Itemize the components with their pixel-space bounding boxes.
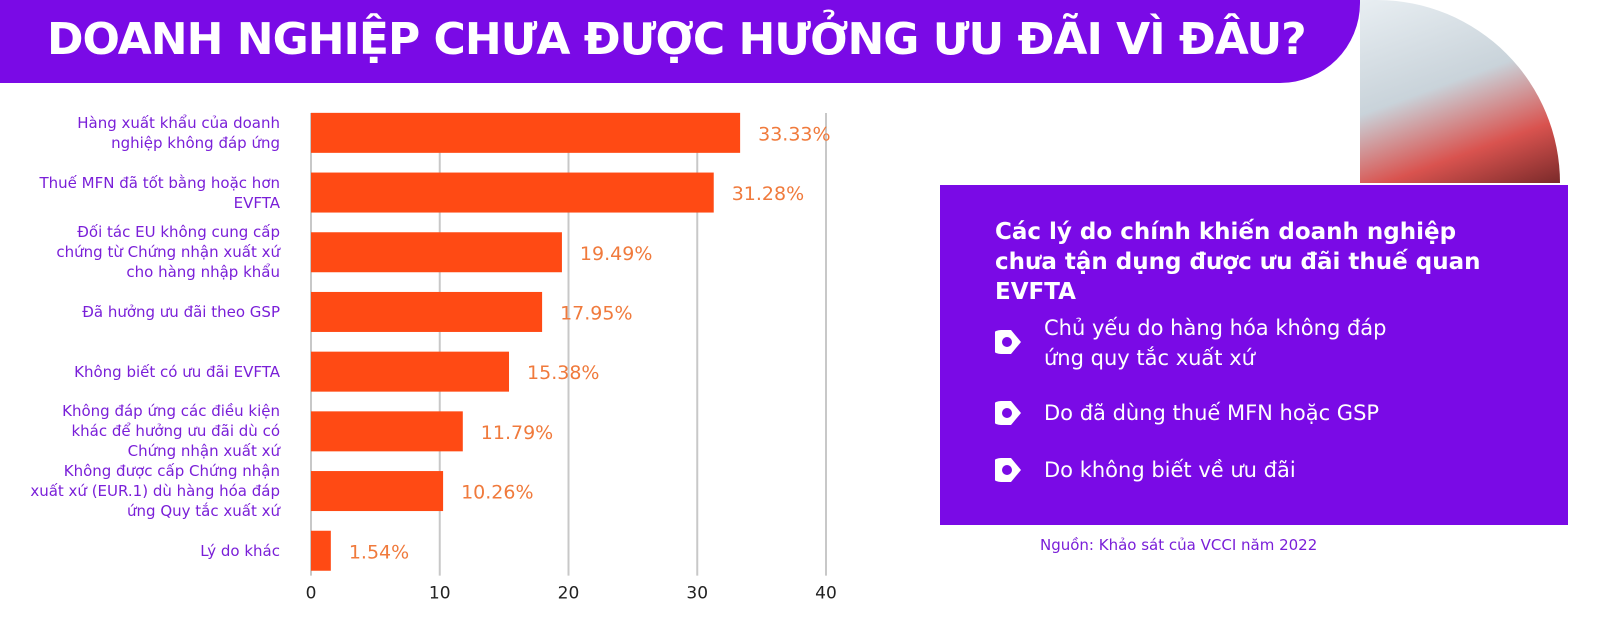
chart-title: DOANH NGHIỆP CHƯA ĐƯỢC HƯỞNG ƯU ĐÃI VÌ Đ… [47, 14, 1307, 65]
x-tick-label: 40 [815, 584, 837, 604]
value-label: 10.26% [461, 482, 533, 504]
panel-heading: Các lý do chính khiến doanh nghiệp chưa … [995, 219, 1481, 305]
bar [311, 351, 510, 392]
category-label: Không đáp ứng các điều kiện khác để hưởn… [62, 402, 280, 461]
bar [311, 232, 562, 273]
bullet-icon [995, 330, 1021, 354]
x-tick-label: 0 [306, 584, 317, 604]
bullet-icon [995, 401, 1021, 425]
panel-item: Do không biết về ưu đãi [1044, 458, 1296, 482]
source-note: Nguồn: Khảo sát của VCCI năm 2022 [1040, 536, 1318, 554]
value-label: 31.28% [732, 183, 804, 205]
category-label: Đối tác EU không cung cấp chứng từ Chứng… [56, 223, 280, 282]
value-label: 33.33% [758, 123, 830, 145]
value-label: 1.54% [349, 541, 409, 563]
panel-item: Chủ yếu do hàng hóa không đáp ứng quy tắ… [1044, 316, 1387, 370]
bar [311, 411, 463, 452]
value-label: 17.95% [560, 302, 632, 324]
bullet-hole [1002, 465, 1012, 475]
x-tick-label: 10 [429, 584, 451, 604]
category-label: Hàng xuất khẩu của doanh nghiệp không đá… [77, 113, 280, 152]
bar [311, 471, 444, 512]
summary-panel: Các lý do chính khiến doanh nghiệp chưa … [940, 185, 1568, 525]
bullet-hole [1002, 408, 1012, 418]
x-tick-label: 30 [686, 584, 708, 604]
value-label: 15.38% [527, 362, 599, 384]
bullet-hole [1002, 337, 1012, 347]
category-label: Không được cấp Chứng nhận xuất xứ (EUR.1… [30, 462, 280, 521]
bar [311, 112, 741, 153]
photo [1360, 0, 1560, 183]
title-bar [0, 0, 1360, 83]
bullet-icon [995, 458, 1021, 482]
bar [311, 530, 331, 571]
bar [311, 291, 543, 332]
value-label: 11.79% [481, 422, 553, 444]
category-label: Không biết có ưu đãi EVFTA [74, 362, 280, 381]
category-label: Lý do khác [200, 541, 280, 560]
value-label: 19.49% [580, 243, 652, 265]
chart: 0 10 20 30 40 33.33% 31.28% 19.49% 17.95% 15.38% 1… [306, 112, 837, 604]
bar [311, 172, 714, 213]
x-tick-label: 20 [558, 584, 580, 604]
category-label: Thuế MFN đã tốt bằng hoặc hơn EVFTA [39, 173, 280, 212]
panel-item: Do đã dùng thuế MFN hoặc GSP [1044, 401, 1380, 425]
category-label: Đã hưởng ưu đãi theo GSP [82, 302, 280, 321]
